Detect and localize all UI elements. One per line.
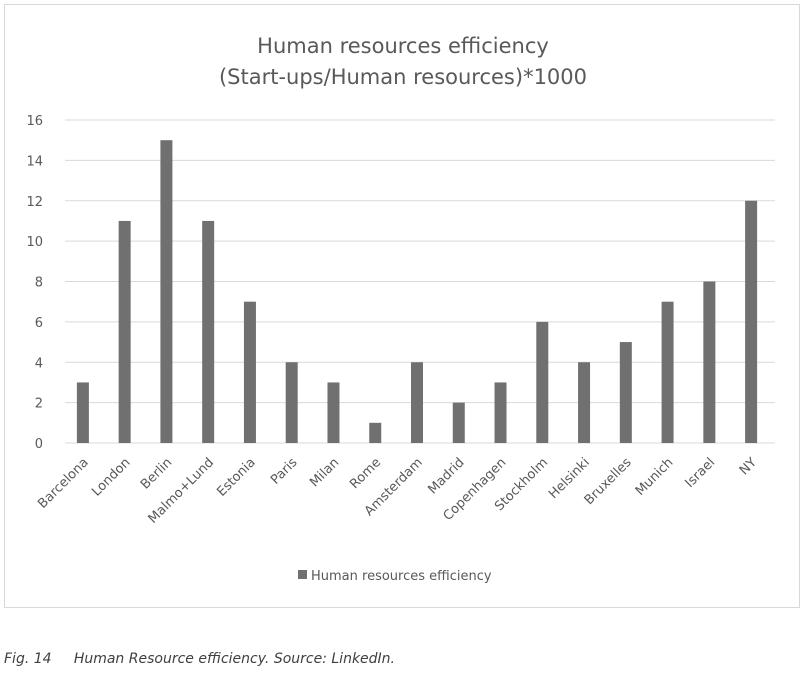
bar	[411, 362, 423, 443]
bar	[369, 422, 382, 443]
legend-swatch	[298, 570, 307, 579]
bar	[452, 402, 465, 443]
legend-label: Human resources efficiency	[311, 569, 492, 584]
x-tick-label: London	[89, 455, 133, 499]
y-tick-label: 2	[35, 397, 43, 412]
bar	[202, 220, 215, 443]
x-tick-label: Estonia	[214, 455, 258, 499]
legend: Human resources efficiency	[298, 569, 492, 584]
bar	[536, 321, 549, 443]
x-tick-label: NY	[737, 455, 760, 478]
y-axis-ticks: 0 2 4 6 8 10 12 14 16	[26, 114, 43, 452]
bar-chart: Human resources efficiency (Start-ups/Hu…	[26, 34, 775, 584]
y-tick-label: 4	[35, 356, 43, 371]
bar	[327, 382, 340, 443]
x-tick-label: Berlin	[138, 455, 175, 492]
bar	[160, 140, 173, 443]
bar	[661, 301, 674, 443]
bar	[118, 220, 131, 443]
bar	[243, 301, 256, 443]
bar	[745, 200, 758, 443]
chart-title: Human resources efficiency	[257, 34, 549, 58]
x-tick-label: Barcelona	[35, 455, 91, 511]
x-tick-label: Rome	[347, 455, 384, 492]
x-tick-label: Munich	[633, 455, 677, 499]
y-tick-label: 6	[35, 316, 43, 331]
chart-frame: Human resources efficiency (Start-ups/Hu…	[4, 4, 800, 608]
y-tick-label: 16	[26, 114, 43, 129]
y-tick-label: 0	[35, 437, 43, 452]
x-tick-label: Paris	[268, 455, 301, 488]
x-tick-label: Milan	[307, 455, 342, 490]
bar	[703, 281, 716, 443]
bar	[578, 362, 591, 443]
figure-number: Fig. 14	[4, 651, 52, 667]
bar	[76, 382, 89, 443]
x-tick-label: Madrid	[425, 455, 467, 497]
bar	[285, 362, 298, 443]
y-tick-label: 10	[26, 235, 43, 250]
gridlines	[65, 119, 775, 444]
bar	[494, 382, 507, 443]
bars	[76, 140, 758, 443]
y-tick-label: 12	[26, 195, 43, 210]
y-tick-label: 8	[35, 276, 43, 291]
chart-subtitle: (Start-ups/Human resources)*1000	[219, 65, 587, 89]
x-tick-label: Israel	[682, 455, 718, 491]
y-tick-label: 14	[26, 154, 43, 169]
figure-caption-text: Human Resource efficiency. Source: Linke…	[73, 651, 395, 667]
figure-caption: Fig. 14 Human Resource efficiency. Sourc…	[4, 651, 395, 667]
bar	[619, 342, 632, 443]
